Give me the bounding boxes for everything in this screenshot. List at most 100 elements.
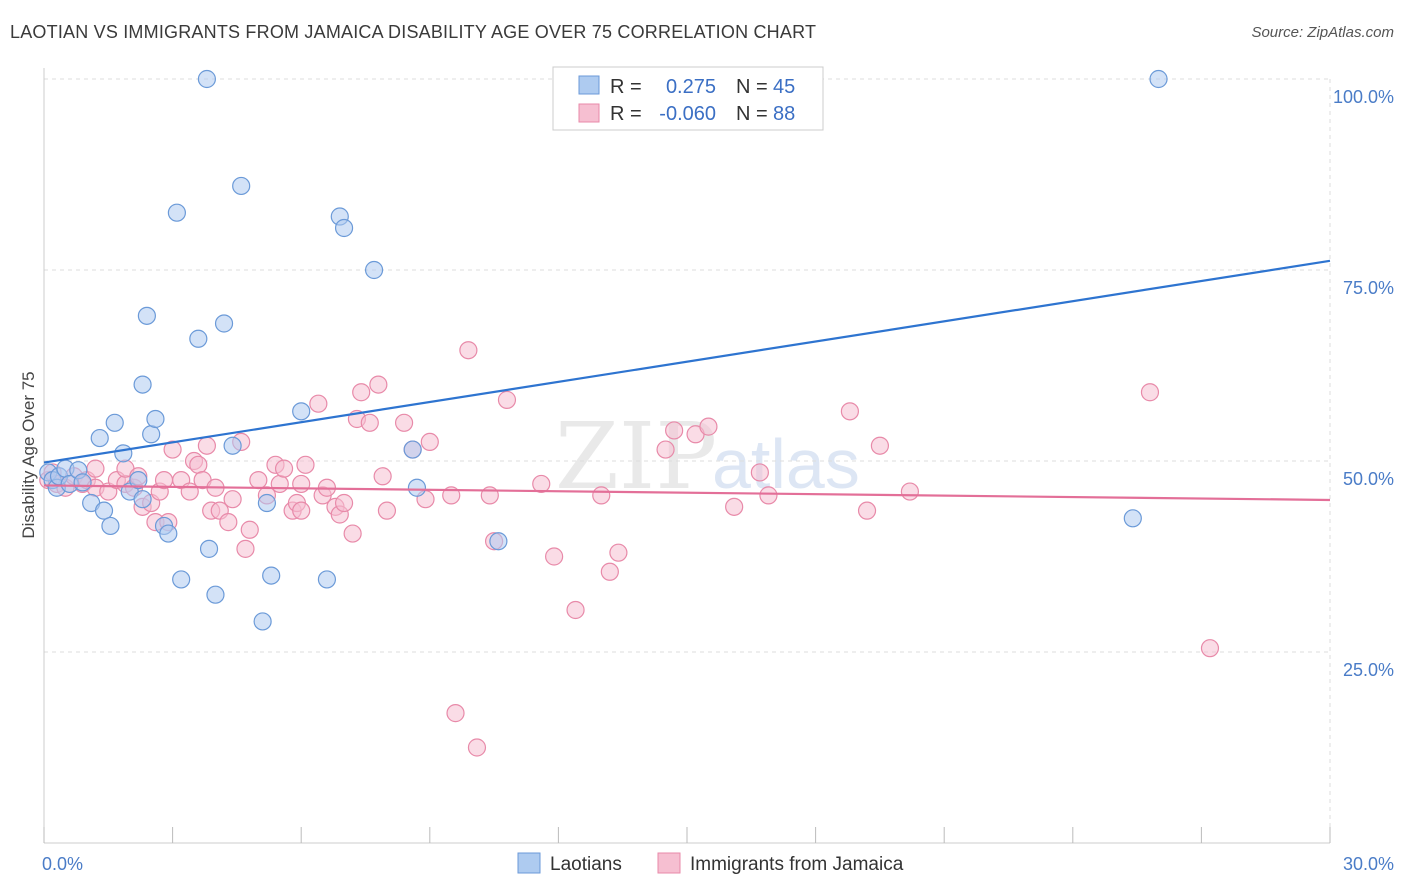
laotian-point (253, 612, 272, 631)
legend-n-value-2: 88 (773, 103, 795, 125)
jamaica-point (86, 459, 105, 478)
laotian-point (167, 203, 186, 222)
jamaica-point (656, 440, 675, 459)
legend-n-label-2: N = (736, 103, 768, 125)
laotian-point (334, 218, 354, 238)
jamaica-point (532, 474, 551, 494)
jamaica-point (236, 539, 255, 558)
axes (43, 68, 1331, 844)
jamaica-point (219, 513, 238, 532)
y-axis-label: Disability Age Over 75 (19, 371, 38, 538)
laotian-point (137, 306, 156, 325)
y-tick-label: 25.0% (1343, 660, 1394, 680)
jamaica-point (1140, 383, 1160, 402)
laotian-point (101, 516, 120, 536)
laotian-point (90, 428, 109, 448)
jamaica-point (369, 375, 388, 394)
bottom-legend-label-jamaica: Immigrants from Jamaica (690, 854, 904, 875)
laotian-point (199, 539, 219, 558)
jamaica-point (292, 501, 311, 520)
jamaica-point (467, 738, 487, 757)
jamaica-point (750, 463, 769, 482)
laotian-point (364, 260, 384, 280)
laotian-point (189, 329, 208, 348)
laotian-point (73, 473, 92, 492)
top-legend: R = 0.275 N = 45 R = -0.060 N = 88 (552, 66, 824, 131)
jamaica-point (352, 383, 371, 402)
legend-swatch-laotian (578, 75, 600, 95)
laotian-point (129, 471, 148, 490)
laotian-point (403, 440, 422, 459)
jamaica-point (270, 474, 289, 494)
trend-lines (43, 259, 1331, 502)
jamaica-point (197, 436, 216, 455)
y-tick-label: 50.0% (1343, 469, 1394, 489)
jamaica-point (343, 524, 362, 543)
legend-r-value-2: -0.060 (659, 103, 716, 125)
jamaica-point (699, 417, 718, 436)
jamaica-point (840, 402, 859, 421)
y-tick-labels: 25.0% 50.0% 75.0% 100.0% (1333, 87, 1394, 680)
bottom-legend: Laotians Immigrants from Jamaica (517, 852, 904, 875)
laotian-point (94, 501, 114, 520)
bottom-legend-swatch-jamaica (657, 852, 681, 874)
jamaica-point (545, 547, 564, 566)
jamaica-point (1200, 639, 1220, 658)
laotian-point (146, 409, 165, 429)
laotian-points (39, 69, 1168, 631)
legend-r-label-1: R = (610, 76, 642, 98)
source-label: Source: ZipAtlas.com (1251, 24, 1394, 41)
legend-r-value-1: 0.275 (666, 76, 716, 98)
watermark-atlas: atlas (712, 425, 860, 503)
laotian-point (489, 532, 508, 551)
laotian-point (232, 176, 251, 196)
laotian-point (1123, 509, 1142, 528)
jamaica-point (360, 413, 379, 432)
legend-swatch-jamaica (578, 103, 600, 123)
chart-title: LAOTIAN VS IMMIGRANTS FROM JAMAICA DISAB… (10, 22, 817, 42)
jamaica-point (189, 455, 208, 474)
laotian-point (407, 478, 427, 497)
jamaica-point (240, 520, 259, 539)
laotian-point (133, 375, 152, 394)
laotian-point (1149, 69, 1168, 89)
jamaica-point (292, 474, 311, 494)
laotian-point (262, 566, 281, 585)
legend-r-label-2: R = (610, 103, 642, 125)
laotian-point (105, 413, 124, 432)
jamaica-point (163, 440, 182, 459)
jamaica-point (249, 471, 268, 490)
laotian-point (114, 444, 133, 463)
jamaica-point (725, 497, 744, 516)
jamaica-point (609, 543, 628, 562)
jamaica-point (373, 467, 392, 486)
laotian-point (172, 570, 191, 589)
jamaica-point (665, 421, 684, 440)
legend-n-label-1: N = (736, 76, 768, 98)
laotian-point (223, 436, 242, 455)
jamaica-point (759, 486, 778, 505)
watermark-zip: ZIP (555, 403, 717, 510)
jamaica-point (857, 501, 877, 520)
jamaica-point (274, 459, 294, 478)
x-tick-labels: 0.0% 30.0% (42, 854, 1394, 874)
y-tick-label: 75.0% (1343, 278, 1394, 298)
jamaica-point (900, 482, 920, 501)
jamaica-point (420, 432, 439, 451)
jamaica-trend-line (43, 484, 1331, 502)
laotian-point (214, 314, 234, 333)
laotian-point (257, 493, 277, 513)
x-tick-label-min: 0.0% (42, 854, 83, 874)
jamaica-point (446, 704, 465, 723)
bottom-legend-swatch-laotian (517, 852, 541, 874)
y-tick-label: 100.0% (1333, 87, 1394, 107)
jamaica-point (223, 490, 242, 509)
laotian-trend-line (43, 259, 1331, 464)
legend-n-value-1: 45 (773, 76, 795, 98)
bottom-legend-label-laotian: Laotians (550, 854, 622, 875)
jamaica-point (459, 341, 478, 360)
jamaica-point (296, 455, 315, 474)
jamaica-point (309, 394, 328, 413)
jamaica-point (600, 562, 619, 581)
jamaica-point (377, 501, 397, 520)
